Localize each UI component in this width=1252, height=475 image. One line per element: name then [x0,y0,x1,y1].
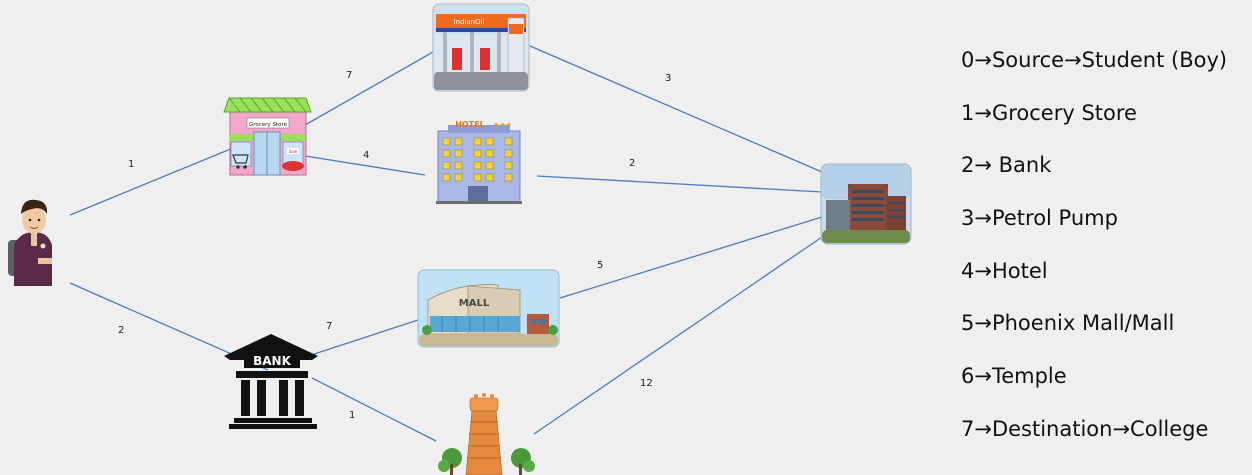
mall-icon: MALL [417,269,560,348]
college-icon [820,163,912,245]
legend-item-hotel: 4→Hotel [961,258,1048,283]
weight-bank-temple: 1 [349,410,355,421]
weight-hotel-college: 2 [629,158,635,169]
bank-icon: BANK [224,334,318,429]
edge-grocery-hotel [304,155,426,176]
edge-bank-temple [311,377,437,442]
weight-mall-college: 5 [597,260,603,271]
legend-item-grocery-store: 1→Grocery Store [961,100,1137,125]
edge-student-grocery [69,147,234,216]
weight-bank-mall: 7 [326,321,332,332]
legend-item-mall: 5→Phoenix Mall/Mall [961,311,1175,336]
legend-item-source-student: 0→Source→Student (Boy) [961,48,1228,72]
weight-temple-college: 12 [640,378,653,389]
weight-student-bank: 2 [118,325,124,336]
edges [69,45,823,442]
edge-bank-mall [301,319,419,359]
weight-student-grocery: 1 [128,159,134,170]
edge-temple-college [533,236,823,435]
temple-icon [438,393,535,475]
graph-diagram: 1 2 7 4 3 2 7 1 5 12 Grocery Store [8,3,912,475]
edge-mall-college [559,216,823,299]
node-legend: 0→Source→Student (Boy) 1→Grocery Store 2… [961,44,1227,466]
weight-grocery-petrol: 7 [346,70,352,81]
grocery-sale-text: Sale [289,149,298,154]
student-boy-icon [8,199,52,286]
edge-hotel-college [536,175,823,193]
petrol-pump-icon: IndianOil [432,3,530,92]
weight-petrol-college: 3 [665,73,671,84]
hotel-icon: HOTEL ★★★ [436,120,522,204]
grocery-sign-text: Grocery Store [249,122,288,128]
edge-petrol-college [529,45,823,173]
svg-text:★★★: ★★★ [493,121,512,129]
grocery-store-icon: Grocery Store Sale [223,97,312,176]
legend-item-destination-college: 7→Destination→College [961,416,1209,441]
mall-sign-text: MALL [459,298,490,309]
weight-grocery-hotel: 4 [363,150,369,161]
edge-grocery-petrol [304,51,434,126]
edge-weights: 1 2 7 4 3 2 7 1 5 12 [118,70,671,421]
hotel-sign-text: HOTEL [455,120,485,129]
bank-sign-text: BANK [253,354,291,368]
legend-item-bank: 2→ Bank [961,153,1052,178]
legend-item-petrol-pump: 3→Petrol Pump [961,206,1118,231]
legend-item-temple: 6→Temple [961,364,1067,389]
petrol-sign-text: IndianOil [453,18,484,26]
